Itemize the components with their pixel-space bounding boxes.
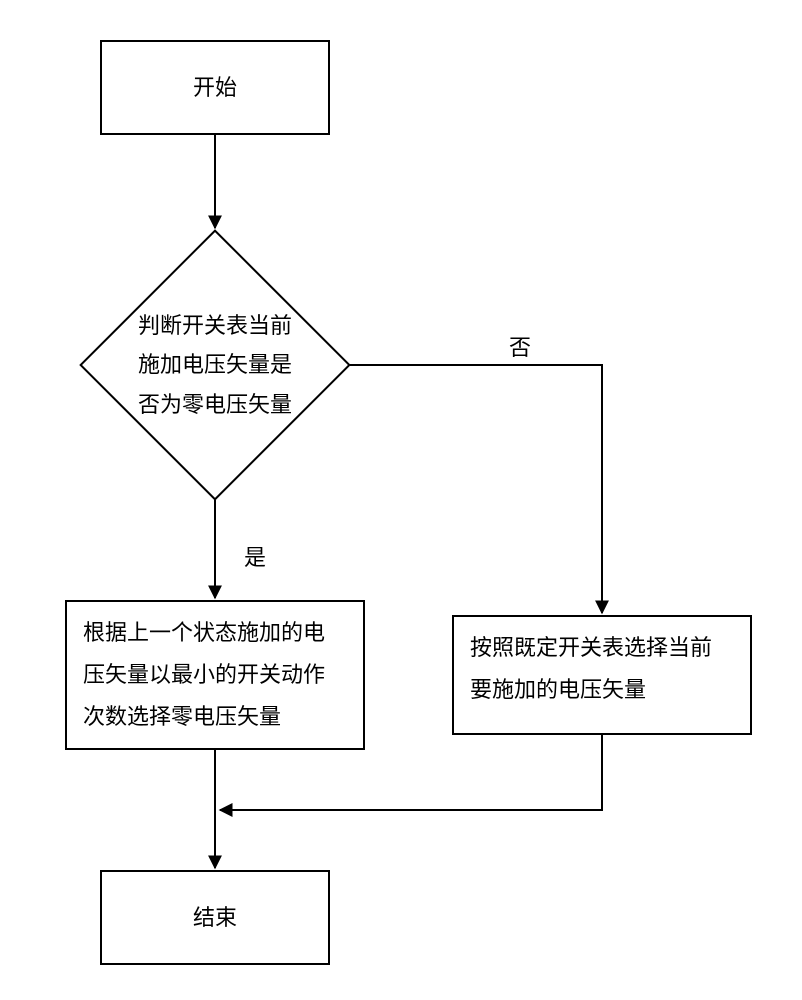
edges-layer: [0, 0, 802, 1000]
yes-action-label: 根据上一个状态施加的电 压矢量以最小的开关动作 次数选择零电压矢量: [83, 612, 325, 737]
no-action-node: 按照既定开关表选择当前 要施加的电压矢量: [452, 615, 752, 735]
decision-node: 判断开关表当前 施加电压矢量是 否为零电压矢量: [80, 230, 350, 500]
start-node: 开始: [100, 40, 330, 135]
end-node: 结束: [100, 870, 330, 965]
start-label: 开始: [193, 70, 237, 105]
no-action-label: 按照既定开关表选择当前 要施加的电压矢量: [470, 627, 712, 711]
yes-label: 是: [240, 540, 270, 572]
edge-decide-no: [350, 365, 602, 613]
flowchart-canvas: 开始 判断开关表当前 施加电压矢量是 否为零电压矢量 根据上一个状态施加的电 压…: [0, 0, 802, 1000]
decision-label: 判断开关表当前 施加电压矢量是 否为零电压矢量: [80, 230, 350, 500]
yes-action-node: 根据上一个状态施加的电 压矢量以最小的开关动作 次数选择零电压矢量: [65, 600, 365, 750]
end-label: 结束: [193, 900, 237, 935]
no-label: 否: [505, 330, 535, 362]
